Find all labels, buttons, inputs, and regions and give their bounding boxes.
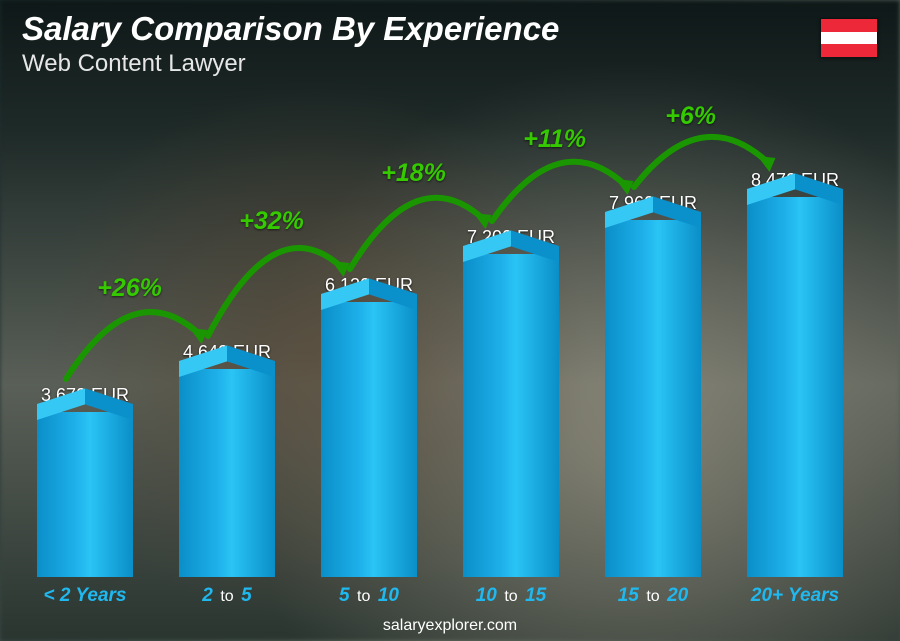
- bar: [747, 197, 843, 577]
- bar: [605, 220, 701, 577]
- category-label: 15 to 20: [588, 585, 718, 607]
- category-label: 2 to 5: [162, 585, 292, 607]
- category-label: 10 to 15: [446, 585, 576, 607]
- title-block: Salary Comparison By Experience Web Cont…: [22, 10, 559, 78]
- page-title: Salary Comparison By Experience: [22, 10, 559, 48]
- footer-credit: salaryexplorer.com: [0, 617, 900, 635]
- bar-column: 7,200 EUR: [446, 227, 576, 577]
- country-flag-austria: [820, 18, 878, 58]
- bar-column: 7,960 EUR: [588, 193, 718, 577]
- delta-label: +6%: [665, 102, 716, 131]
- flag-stripe-top: [821, 19, 877, 32]
- delta-label: +18%: [381, 159, 446, 188]
- page-subtitle: Web Content Lawyer: [22, 50, 559, 78]
- bar-column: 6,120 EUR: [304, 275, 434, 577]
- category-label: 5 to 10: [304, 585, 434, 607]
- bar: [321, 302, 417, 577]
- flag-stripe-bot: [821, 44, 877, 57]
- bar: [179, 369, 275, 577]
- delta-label: +11%: [523, 125, 586, 154]
- bar-column: 4,640 EUR: [162, 342, 292, 577]
- bar-column: 3,670 EUR: [20, 385, 150, 577]
- bar-chart: 3,670 EUR4,640 EUR6,120 EUR7,200 EUR7,96…: [20, 77, 860, 577]
- delta-label: +32%: [239, 207, 304, 236]
- bar: [463, 254, 559, 577]
- flag-stripe-mid: [821, 32, 877, 45]
- bar: [37, 412, 133, 577]
- category-row: < 2 Years 2 to 5 5 to 10 10 to 15 15 to 20 20…: [20, 585, 860, 607]
- category-label: < 2 Years: [20, 585, 150, 607]
- delta-label: +26%: [97, 274, 162, 303]
- category-label: 20+ Years: [730, 585, 860, 607]
- bar-column: 8,470 EUR: [730, 170, 860, 577]
